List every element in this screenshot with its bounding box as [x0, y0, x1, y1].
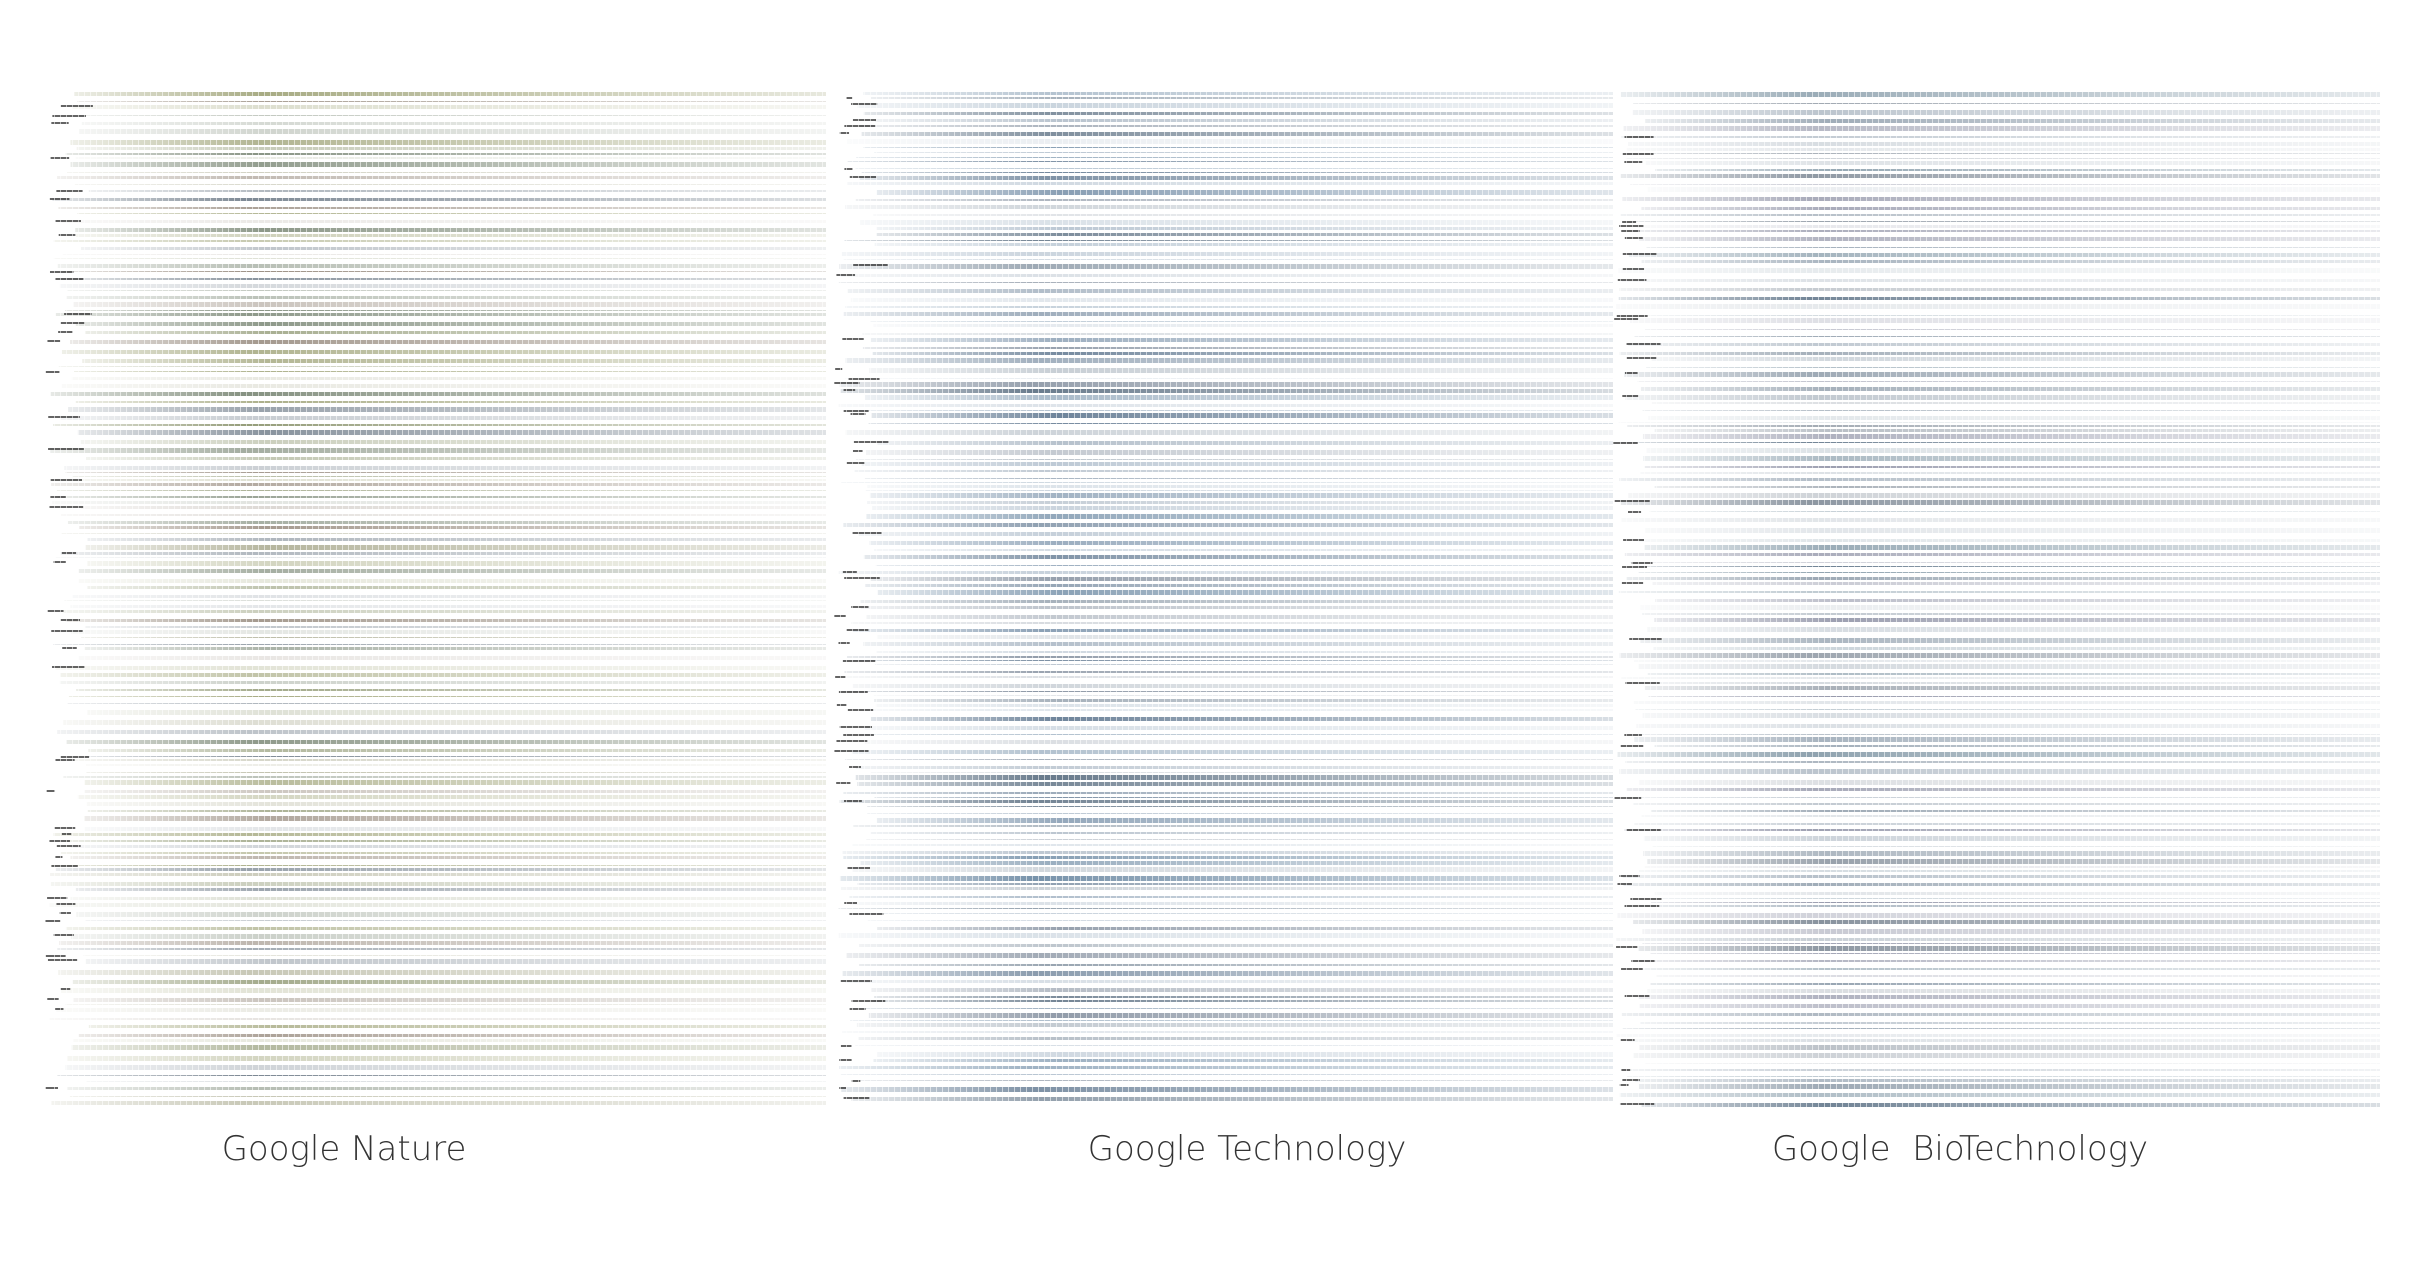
- caption: Google Nature: [222, 1129, 467, 1169]
- caption: Google Technology: [1088, 1129, 1407, 1169]
- texture: [49, 89, 826, 1108]
- panel-biotechnology: [1613, 89, 2380, 1108]
- panel-technology: [834, 89, 1613, 1108]
- texture: [1616, 89, 2380, 1108]
- caption: Google BioTechnology: [1772, 1129, 2148, 1169]
- texture: [838, 89, 1613, 1108]
- panel-nature: [45, 89, 827, 1108]
